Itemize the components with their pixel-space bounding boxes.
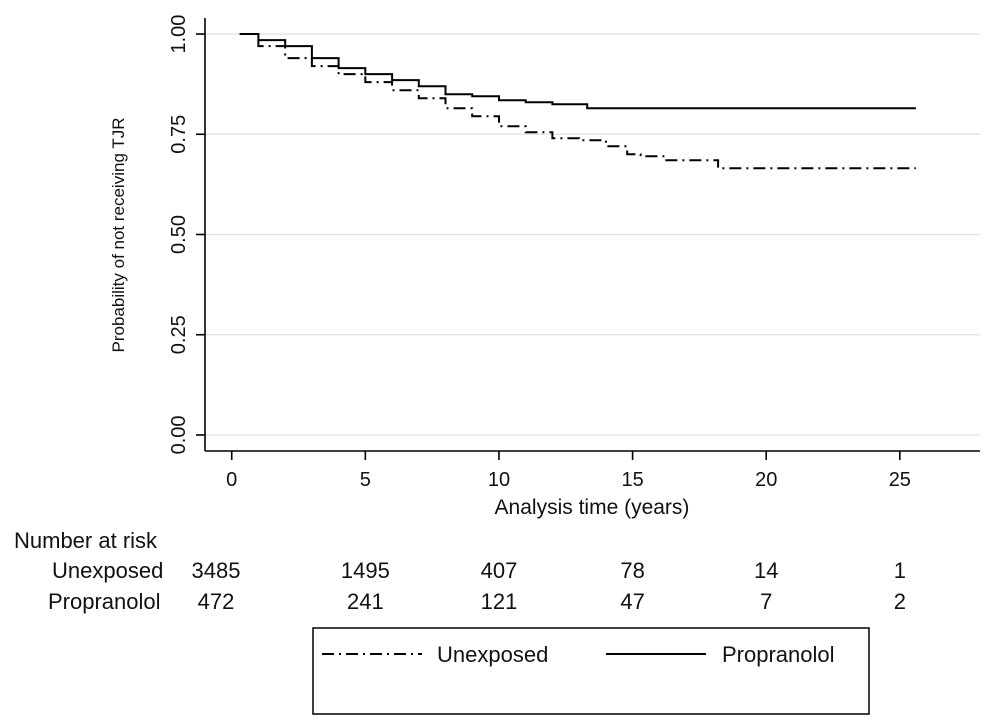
risk-value-propranolol-5: 241 bbox=[347, 589, 384, 614]
risk-row-label-unexposed: Unexposed bbox=[52, 558, 163, 583]
x-tick-label-0: 0 bbox=[226, 469, 237, 491]
risk-value-propranolol-25: 2 bbox=[894, 589, 906, 614]
series-lines bbox=[239, 33, 916, 170]
y-tick-label-4: 1.00 bbox=[168, 15, 190, 54]
y-axis-title: Probability of not receiving TJR bbox=[109, 118, 128, 353]
risk-value-propranolol-0: 472 bbox=[198, 589, 235, 614]
risk-value-unexposed-25: 1 bbox=[894, 558, 906, 583]
risk-value-unexposed-20: 14 bbox=[754, 558, 778, 583]
risk-value-unexposed-5: 1495 bbox=[341, 558, 390, 583]
risk-value-unexposed-0: 3485 bbox=[192, 558, 241, 583]
legend-box bbox=[312, 627, 870, 715]
risk-value-propranolol-20: 7 bbox=[760, 589, 772, 614]
y-tick-label-0: 0.00 bbox=[168, 415, 190, 454]
x-tick-label-2: 10 bbox=[488, 469, 510, 491]
risk-value-unexposed-10: 407 bbox=[481, 558, 518, 583]
risk-table-title: Number at risk bbox=[14, 528, 158, 553]
x-axis-title: Analysis time (years) bbox=[495, 496, 690, 519]
x-tick-label-3: 15 bbox=[621, 469, 643, 491]
x-tick-label-5: 25 bbox=[889, 469, 911, 491]
series-line-unexposed bbox=[239, 33, 916, 170]
risk-value-unexposed-15: 78 bbox=[620, 558, 644, 583]
y-tick-label-3: 0.75 bbox=[168, 115, 190, 154]
risk-row-label-propranolol: Propranolol bbox=[48, 589, 161, 614]
x-tick-label-4: 20 bbox=[755, 469, 777, 491]
series-line-propranolol bbox=[239, 33, 916, 110]
y-tick-label-2: 0.50 bbox=[168, 215, 190, 254]
axes: 0.00 0.25 0.50 0.75 1.00 0 5 10 15 20 25 bbox=[168, 15, 980, 491]
risk-value-propranolol-15: 47 bbox=[620, 589, 644, 614]
risk-value-propranolol-10: 121 bbox=[481, 589, 518, 614]
y-tick-label-1: 0.25 bbox=[168, 315, 190, 354]
legend: Unexposed Propranolol bbox=[312, 627, 870, 715]
legend-label-unexposed: Unexposed bbox=[437, 642, 548, 667]
x-tick-label-1: 5 bbox=[360, 469, 371, 491]
gridlines bbox=[205, 33, 980, 436]
number-at-risk-table: Number at risk Unexposed 3485 1495 407 78 14 1… bbox=[14, 528, 906, 614]
legend-label-propranolol: Propranolol bbox=[722, 642, 835, 667]
